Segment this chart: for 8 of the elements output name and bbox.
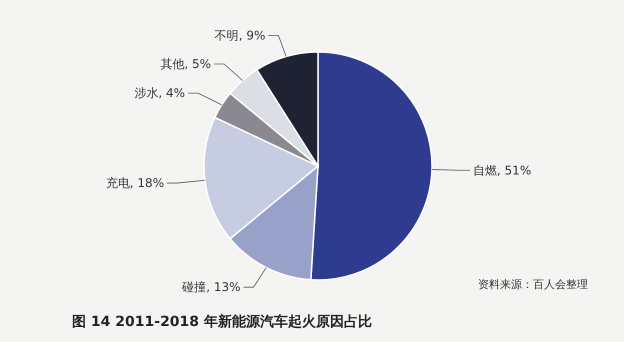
slice-label: 不明, 9% [214, 28, 266, 42]
slice-label: 自燃, 51% [472, 163, 532, 178]
slice-label: 充电, 18% [106, 176, 164, 190]
text: 图 14 2011-2018 年新能源汽车起火原因占比 [72, 313, 372, 330]
slice-label: 碰撞, 13% [181, 280, 241, 294]
slice-label: 涉水, 4% [134, 86, 186, 100]
text: 资料来源：百人会整理 [478, 278, 588, 291]
slice-label: 其他, 5% [160, 56, 212, 71]
